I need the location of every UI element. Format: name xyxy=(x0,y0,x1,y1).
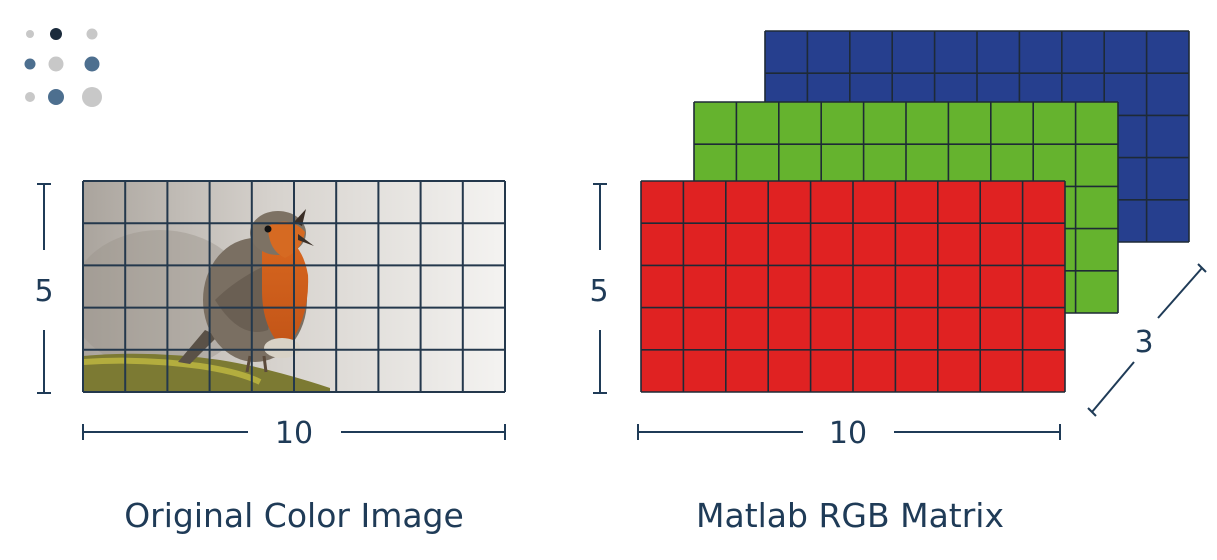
right-cols-dimension xyxy=(637,424,1061,440)
decorative-dots xyxy=(24,28,102,107)
red-layer xyxy=(640,180,1066,393)
right-caption: Matlab RGB Matrix xyxy=(696,496,1004,535)
pixel-grid xyxy=(82,180,506,393)
right-rows-dimension xyxy=(593,183,607,394)
right-cols-label: 10 xyxy=(829,416,867,451)
right-rows-label: 5 xyxy=(589,274,608,309)
depth-dimension xyxy=(1087,263,1207,417)
rgb-matrix xyxy=(640,30,1190,393)
left-rows-label: 5 xyxy=(34,274,53,309)
robin-photo xyxy=(83,181,505,392)
left-rows-dimension xyxy=(37,183,51,394)
left-cols-dimension xyxy=(82,424,506,440)
left-caption: Original Color Image xyxy=(124,496,464,535)
depth-label: 3 xyxy=(1134,325,1153,360)
original-image xyxy=(82,180,506,393)
left-cols-label: 10 xyxy=(275,416,313,451)
